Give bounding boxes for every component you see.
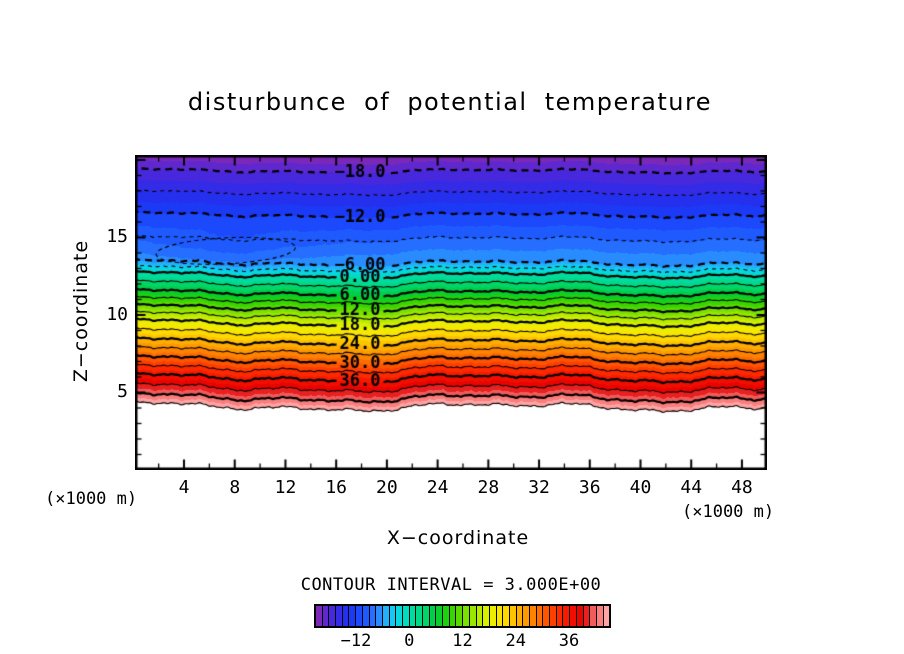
- z-tick-label: 5: [117, 381, 128, 403]
- colorbar-cell: [349, 606, 357, 626]
- x-tick-label: 28: [477, 477, 500, 498]
- colorbar-cell: [536, 606, 544, 626]
- colorbar-cell: [443, 606, 450, 626]
- colorbar-cell: [336, 606, 343, 626]
- x-tick-label: 16: [325, 477, 348, 498]
- colorbar-tick-label: 36: [558, 631, 580, 651]
- x-tick-label: 8: [229, 477, 241, 498]
- colorbar-cell: [436, 606, 444, 626]
- colorbar-cell: [416, 606, 423, 626]
- colorbar-cell: [543, 606, 551, 626]
- colorbar-cell: [523, 606, 530, 626]
- colorbar-cell: [496, 606, 504, 626]
- colorbar-cell: [322, 606, 330, 626]
- contour-interval-label: CONTOUR INTERVAL = 3.000E+00: [300, 575, 602, 595]
- colorbar-cell: [563, 606, 571, 626]
- colorbar-tick-label: 12: [452, 631, 473, 651]
- x-tick-label: 44: [680, 477, 703, 498]
- colorbar-cell: [476, 606, 484, 626]
- colorbar-cell: [603, 606, 610, 626]
- colorbar-cell: [530, 606, 537, 626]
- colorbar-cell: [396, 606, 403, 626]
- colorbar-cell: [576, 606, 584, 626]
- colorbar-cell: [329, 606, 337, 626]
- colorbar-cell: [550, 606, 557, 626]
- colorbar-cell: [362, 606, 370, 626]
- x-tick-label: 36: [578, 477, 601, 498]
- colorbar-cell: [342, 606, 350, 626]
- colorbar-cell: [463, 606, 470, 626]
- colorbar-cell: [376, 606, 383, 626]
- colorbar-tick-label: 0: [404, 631, 415, 651]
- z-tick-label: 10: [106, 303, 128, 325]
- colorbar-cell: [402, 606, 410, 626]
- colorbar-cell: [590, 606, 597, 626]
- x-tick-label: 4: [178, 477, 190, 498]
- colorbar-cell: [583, 606, 591, 626]
- colorbar-cell: [409, 606, 417, 626]
- x-tick-label: 48: [731, 477, 753, 498]
- colorbar-cell: [369, 606, 377, 626]
- colorbar-cell: [382, 606, 390, 626]
- z-tick-label: 15: [106, 226, 128, 248]
- x-axis-unit: (×1000 m): [682, 502, 775, 522]
- colorbar-cell: [503, 606, 510, 626]
- colorbar-cell: [516, 606, 524, 626]
- colorbar-tick-label: 24: [505, 631, 527, 651]
- z-axis-unit: (×1000 m): [45, 489, 138, 509]
- x-axis-label: X−coordinate: [386, 527, 530, 549]
- x-tick-label: 32: [528, 477, 550, 498]
- x-tick-label: 12: [274, 477, 297, 498]
- colorbar-cell: [456, 606, 464, 626]
- x-tick-label: 40: [629, 477, 652, 498]
- contour-plot-canvas: [135, 155, 767, 470]
- colorbar-cell: [469, 606, 477, 626]
- x-tick-label: 24: [426, 477, 449, 498]
- colorbar-cell: [449, 606, 457, 626]
- colorbar-cell: [316, 606, 323, 626]
- colorbar-cell: [356, 606, 363, 626]
- colorbar-cell: [429, 606, 437, 626]
- colorbar-cell: [596, 606, 604, 626]
- colorbar-cell: [556, 606, 564, 626]
- colorbar: [314, 604, 611, 628]
- colorbar-cell: [423, 606, 430, 626]
- colorbar-cell: [570, 606, 577, 626]
- colorbar-cell: [389, 606, 397, 626]
- colorbar-tick-label: −12: [340, 631, 372, 651]
- colorbar-cell: [483, 606, 490, 626]
- x-tick-label: 20: [376, 477, 398, 498]
- chart-title: disturbunce of potential temperature: [187, 88, 713, 116]
- colorbar-cell: [489, 606, 497, 626]
- colorbar-cell: [509, 606, 517, 626]
